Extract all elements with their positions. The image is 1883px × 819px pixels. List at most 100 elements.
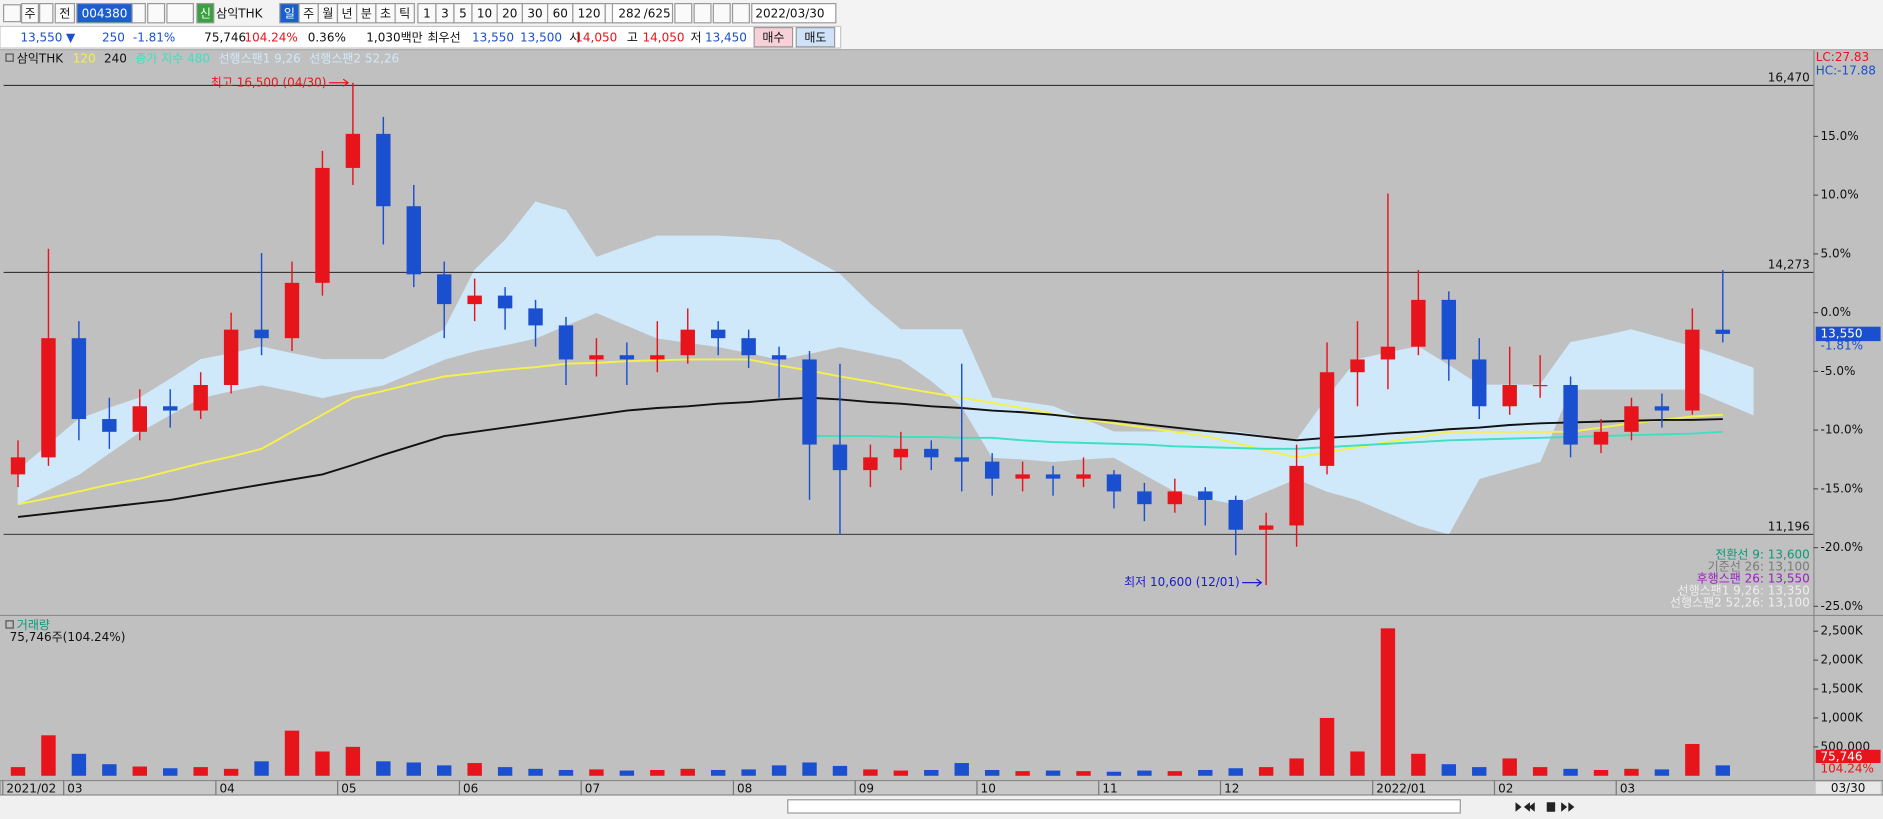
count-input[interactable]: [611, 3, 674, 24]
buy-button[interactable]: [753, 27, 794, 48]
volume-bar: [193, 767, 208, 776]
interval-button-label[interactable]: 년: [342, 6, 353, 20]
interval-button-label[interactable]: 주: [303, 6, 314, 20]
candle-body: [41, 338, 56, 458]
quote-high-label: 고: [627, 30, 638, 44]
candle-body: [1532, 384, 1548, 387]
candle-body: [924, 448, 939, 458]
volume-bar: [1045, 770, 1061, 776]
ichimoku-cloud: [596, 245, 628, 326]
candle-body: [619, 355, 635, 360]
candle-body: [1319, 372, 1335, 466]
volume-bar: [741, 769, 756, 776]
toolbar-button[interactable]: [21, 3, 40, 24]
x-tick-label: 03: [1620, 781, 1635, 795]
volume-bar: [1472, 767, 1487, 776]
candle-body: [1289, 465, 1304, 526]
interval-button-label[interactable]: 초: [380, 6, 391, 20]
dropdown[interactable]: [131, 3, 146, 24]
quote-change: 250: [102, 30, 125, 44]
last-change-label: -1.81%: [1821, 338, 1863, 352]
sell-button-label[interactable]: 매도: [804, 30, 826, 44]
tool-icon[interactable]: [731, 3, 750, 24]
scroll-controls[interactable]: [1515, 802, 1575, 812]
minute-button-label[interactable]: 10: [477, 6, 492, 20]
volume-bar: [1076, 771, 1091, 776]
badge-label[interactable]: 신: [200, 6, 211, 20]
interval-button-label[interactable]: 월: [322, 6, 333, 20]
toolbar-button-label[interactable]: 전: [59, 6, 70, 20]
minute-button-label[interactable]: 5: [459, 6, 467, 20]
candle-body: [1685, 329, 1700, 411]
volume-bar: [132, 766, 147, 776]
sell-button[interactable]: [795, 27, 836, 48]
volume-bar: [223, 768, 239, 776]
interval-button-label[interactable]: 일: [284, 6, 295, 20]
buy-button-label[interactable]: 매수: [762, 30, 784, 44]
minute-button-label[interactable]: 30: [527, 6, 542, 20]
candle-body: [1015, 474, 1030, 479]
interval-button[interactable]: [394, 3, 415, 24]
volume-bar: [1532, 767, 1548, 776]
ichimoku-cloud: [1387, 346, 1419, 527]
volume-bar: [1685, 743, 1700, 776]
ichimoku-cloud: [352, 359, 384, 392]
quote-change-pct: -1.81%: [133, 30, 175, 44]
x-tick-label: 2021/02: [6, 781, 56, 795]
nav-button[interactable]: [166, 3, 194, 24]
volume-bar: [832, 765, 848, 776]
candle-body: [741, 338, 756, 356]
volume-bar: [1624, 768, 1639, 776]
interval-button-label[interactable]: 분: [361, 6, 372, 20]
candle-body: [528, 308, 543, 326]
interval-button-label[interactable]: 틱: [399, 6, 410, 20]
badge[interactable]: [196, 3, 215, 24]
scroll-thumb[interactable]: [787, 799, 1461, 814]
search-button[interactable]: [147, 3, 166, 24]
ichimoku-cloud: [1631, 329, 1663, 390]
annotation: 최고 16,500 (04/30): [211, 75, 327, 89]
minute-button-label[interactable]: 3: [441, 6, 449, 20]
minute-button-label[interactable]: 1: [423, 6, 431, 20]
candle-body: [10, 457, 26, 475]
candle-body: [1167, 491, 1183, 505]
candle-body: [284, 282, 300, 339]
candle-body: [254, 329, 269, 339]
volume-bar: [893, 770, 909, 776]
tool-icon[interactable]: [674, 3, 693, 24]
volume-bar: [863, 769, 878, 776]
annotation: 최저 10,600 (12/01): [1124, 575, 1240, 589]
volume-bar: [1137, 770, 1152, 776]
candle-body: [863, 457, 878, 471]
toolbar-button[interactable]: [54, 3, 76, 24]
volume-bar: [1289, 758, 1304, 776]
toolbar-button-label[interactable]: 주: [25, 6, 36, 20]
dropdown[interactable]: [39, 3, 54, 24]
minute-button-label[interactable]: 120: [578, 6, 601, 20]
tool-icon[interactable]: [693, 3, 712, 24]
candle-body: [589, 355, 604, 360]
volume-bar: [1563, 768, 1578, 776]
candle-body: [1472, 359, 1487, 407]
volume-tag: [1815, 749, 1881, 763]
volume-bar: [376, 761, 391, 776]
minute-button-label[interactable]: 20: [502, 6, 517, 20]
date-input[interactable]: [751, 3, 837, 24]
ichimoku-cloud: [1722, 356, 1754, 416]
corner-label: HC:-17.88: [1816, 63, 1876, 77]
candle-body: [1198, 491, 1213, 500]
menu-button[interactable]: [3, 4, 22, 23]
ichimoku-cloud: [1600, 329, 1632, 390]
y-tick-label: -20.0%: [1821, 540, 1863, 554]
ichimoku-legend: 전환선 9: 13,600: [1715, 547, 1809, 561]
quote-open-label: 시: [569, 30, 580, 44]
candle-body: [467, 295, 482, 305]
code-input-label[interactable]: 004380: [82, 6, 128, 20]
y-tick-label: -10.0%: [1821, 423, 1863, 437]
tool-icon[interactable]: [712, 3, 731, 24]
candle-body: [650, 355, 665, 360]
quote-open: 14,050: [575, 30, 617, 44]
minute-button-label[interactable]: 60: [553, 6, 568, 20]
quote-volume-pct: 104.24%: [244, 30, 297, 44]
x-tick-label: 12: [1224, 781, 1239, 795]
